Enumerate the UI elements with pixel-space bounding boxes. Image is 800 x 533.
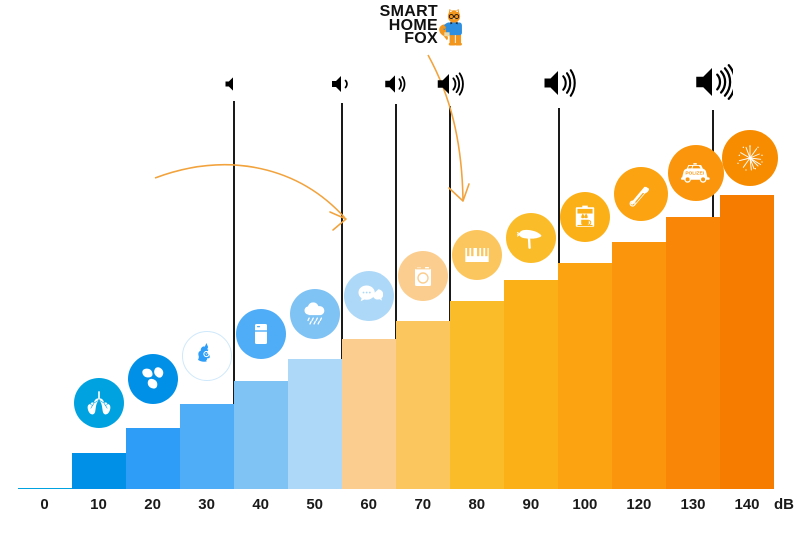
svg-text:POLIZEI: POLIZEI [685,170,704,176]
